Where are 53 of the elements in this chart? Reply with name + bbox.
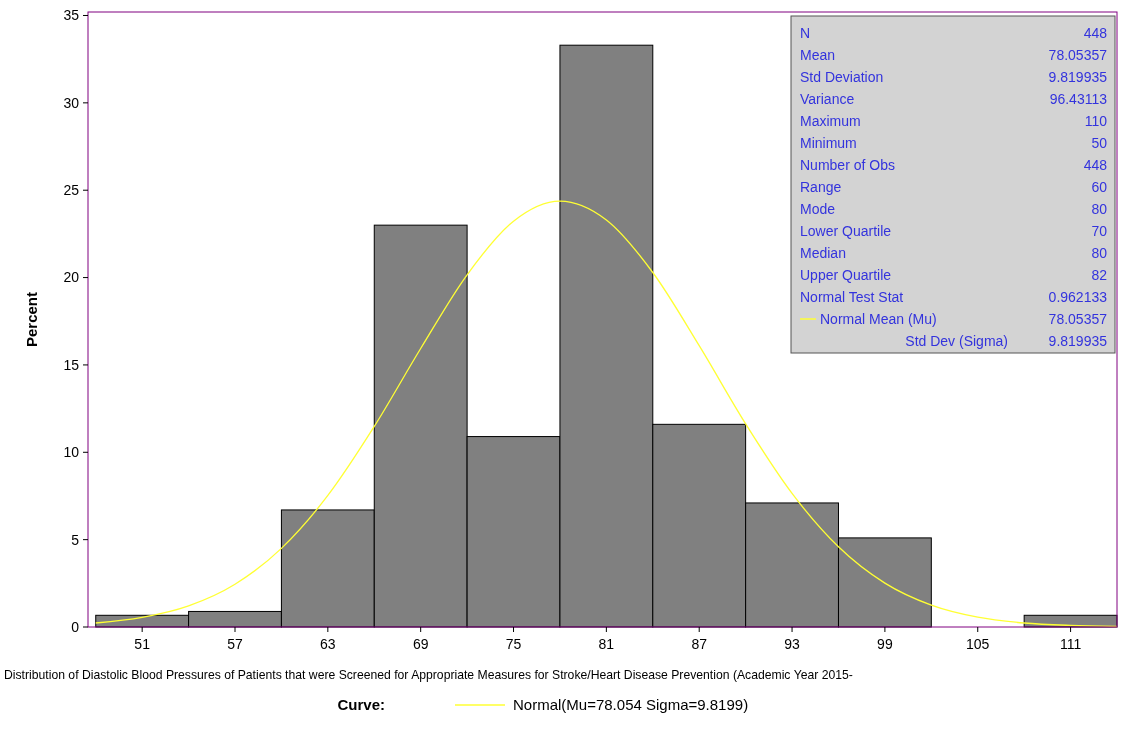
legend-label: Normal(Mu=78.054 Sigma=9.8199) — [513, 696, 749, 713]
x-tick-label: 81 — [598, 636, 615, 652]
x-tick-label: 57 — [227, 636, 243, 652]
y-tick-label: 25 — [63, 182, 80, 199]
annotation: Variance — [800, 91, 855, 107]
annotation: 82 — [1091, 267, 1108, 283]
x-tick-label: 75 — [505, 636, 522, 652]
annotation: Mean — [800, 47, 836, 63]
x-tick-label: 93 — [784, 636, 801, 652]
annotation: 9.819935 — [1048, 69, 1108, 85]
annotation: Lower Quartile — [800, 223, 892, 239]
annotation: 110 — [1084, 113, 1108, 129]
y-tick-label: 0 — [71, 618, 80, 635]
annotation: 80 — [1091, 245, 1108, 261]
annotation: Std Deviation — [800, 69, 884, 85]
y-axis-title: Percent — [23, 291, 40, 348]
x-tick-label: 51 — [134, 636, 151, 652]
x-tick-label: 63 — [320, 636, 336, 652]
annotation: 50 — [1091, 135, 1108, 151]
y-tick-label: 15 — [63, 356, 80, 373]
annotation: Maximum — [800, 113, 861, 129]
annotation: Normal Mean (Mu) — [820, 311, 937, 327]
annotation: 448 — [1083, 25, 1108, 41]
annotation: 78.05357 — [1048, 47, 1108, 63]
annotation: N — [800, 25, 811, 41]
x-tick-label: 105 — [966, 636, 990, 652]
annotation: 0.962133 — [1048, 289, 1108, 305]
annotation: Number of Obs — [800, 157, 895, 173]
annotation: 9.819935 — [1048, 333, 1108, 349]
annotation: Range — [800, 179, 842, 195]
y-tick-label: 35 — [63, 7, 80, 24]
annotation: 96.43113 — [1049, 91, 1108, 107]
annotation: Normal Test Stat — [800, 289, 904, 305]
annotation: 70 — [1091, 223, 1108, 239]
annotation: 448 — [1083, 157, 1108, 173]
annotation: Upper Quartile — [800, 267, 892, 283]
y-tick-label: 5 — [71, 531, 80, 548]
legend-title: Curve: — [337, 696, 385, 713]
annotation: Std Dev (Sigma) — [905, 333, 1008, 349]
y-tick-label: 20 — [63, 269, 80, 286]
x-tick-label: 69 — [412, 636, 429, 652]
x-tick-label: 111 — [1059, 636, 1082, 652]
annotation: 60 — [1091, 179, 1108, 195]
y-tick-label: 10 — [63, 444, 80, 461]
x-tick-label: 99 — [877, 636, 893, 652]
annotation: 78.05357 — [1048, 311, 1108, 327]
annotation: Minimum — [800, 135, 857, 151]
annotation: 80 — [1091, 201, 1108, 217]
y-tick-label: 30 — [63, 94, 80, 111]
x-axis-title: Distribution of Diastolic Blood Pressures of Patients that were Screened for Appropriate Measures for Stroke/Heart Disease Prevention (Academic Year 2015- — [4, 668, 853, 682]
x-tick-label: 87 — [691, 636, 708, 652]
annotation: Mode — [800, 201, 836, 217]
annotation: Median — [800, 245, 846, 261]
